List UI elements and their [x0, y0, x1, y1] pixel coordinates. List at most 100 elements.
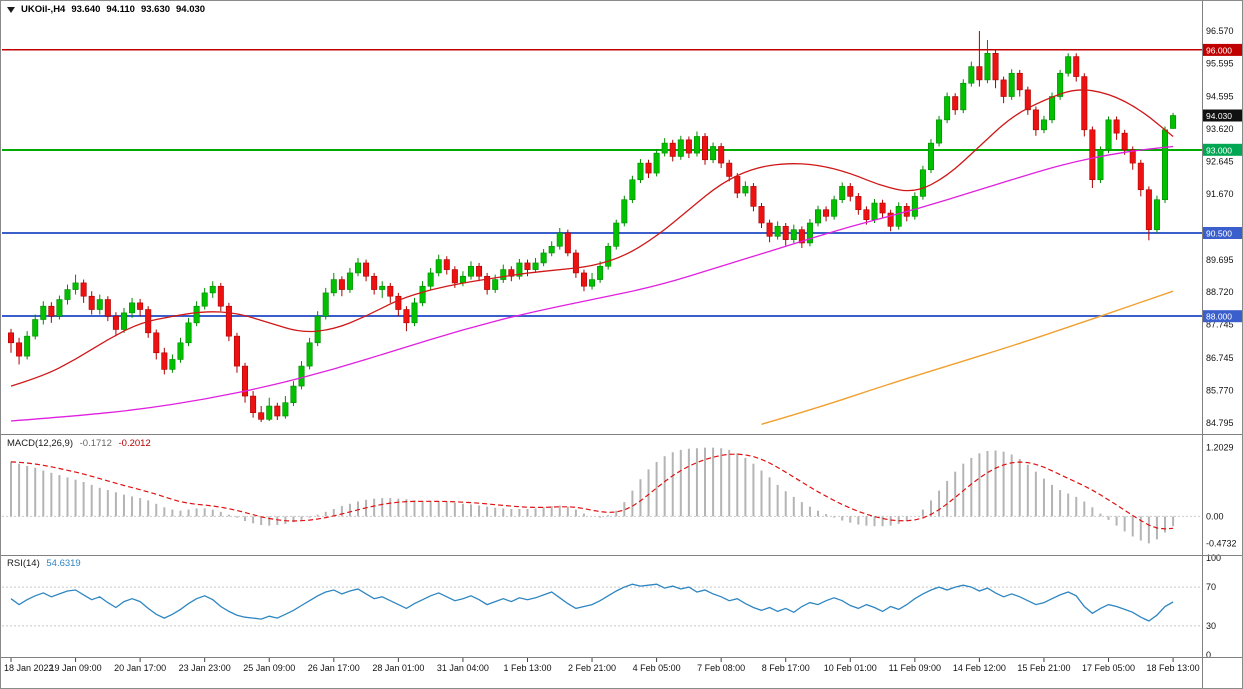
candle	[209, 281, 216, 298]
candle	[960, 79, 967, 114]
candle	[177, 337, 184, 363]
candle	[72, 274, 79, 295]
candle	[580, 269, 587, 292]
time-axis-label: 1 Feb 13:00	[503, 663, 551, 673]
candle	[395, 292, 402, 317]
candle	[1145, 186, 1152, 241]
candle	[40, 301, 47, 325]
rsi-line	[10, 583, 1174, 622]
candle	[1089, 126, 1096, 189]
rsi-tick-label: 100	[1206, 553, 1221, 563]
time-axis-label: 10 Feb 01:00	[824, 663, 877, 673]
candle	[1105, 116, 1112, 154]
candle	[355, 257, 362, 277]
candle	[968, 61, 975, 87]
candle	[774, 221, 781, 240]
candle	[484, 272, 491, 295]
candle	[371, 272, 378, 295]
candle	[250, 391, 257, 418]
candle	[379, 281, 386, 298]
price-tag-94.030: 94.030	[1203, 109, 1242, 122]
time-axis-label: 31 Jan 04:00	[437, 663, 489, 673]
price-tag-label: 93.000	[1206, 145, 1232, 155]
ma-mid-line	[10, 145, 1174, 422]
candle	[217, 282, 224, 312]
candle	[653, 149, 660, 177]
candle	[895, 202, 902, 230]
candle	[1065, 53, 1072, 77]
candle	[806, 219, 813, 247]
candle	[306, 337, 313, 370]
candle	[1081, 73, 1088, 137]
price-tick-label: 85.770	[1206, 385, 1234, 395]
candle	[742, 181, 749, 197]
candle	[516, 258, 523, 280]
price-tick-label: 96.570	[1206, 26, 1234, 36]
rsi-tick-label: 70	[1206, 582, 1216, 592]
candle	[274, 402, 281, 421]
price-tag-label: 96.000	[1206, 45, 1232, 55]
candle	[16, 337, 23, 365]
macd-tick-label: 0.00	[1206, 511, 1224, 521]
candle	[322, 287, 329, 320]
candle	[790, 224, 797, 243]
candle	[314, 311, 321, 347]
price-axis-labels: 96.570 95.595 94.595 93.620 92.645 91.670 89.6…	[1203, 26, 1242, 428]
time-axis[interactable]	[1, 658, 1202, 689]
candle	[911, 192, 918, 220]
candle	[411, 297, 418, 327]
candle	[992, 49, 999, 89]
candle	[823, 206, 830, 222]
candle	[387, 282, 394, 303]
candle	[1113, 116, 1120, 140]
price-axis[interactable]	[1202, 1, 1243, 689]
price-tag-label: 90.500	[1206, 229, 1232, 239]
candle	[879, 199, 886, 219]
candle	[839, 182, 846, 204]
time-axis-label: 7 Feb 08:00	[697, 663, 745, 673]
candle	[233, 332, 240, 373]
price-tick-label: 93.620	[1206, 124, 1234, 134]
candle	[814, 205, 821, 227]
candle	[540, 248, 547, 267]
candle	[984, 39, 991, 84]
candle	[8, 328, 15, 353]
candle	[435, 254, 442, 277]
price-tick-label: 84.795	[1206, 418, 1234, 428]
ma-slow-line	[761, 290, 1174, 425]
candle	[346, 267, 353, 293]
candle	[572, 249, 579, 278]
candle	[556, 227, 563, 250]
candle	[629, 175, 636, 204]
macd-tick-label: -0.4732	[1206, 539, 1237, 549]
candle	[193, 301, 200, 327]
candle	[976, 30, 983, 87]
time-axis-label: 17 Feb 05:00	[1082, 663, 1135, 673]
candle	[750, 183, 757, 212]
candle	[734, 173, 741, 199]
time-axis-label: 11 Feb 09:00	[889, 663, 941, 673]
rsi-tick-label: 0	[1206, 650, 1211, 660]
candle	[798, 226, 805, 248]
price-panel-canvas[interactable]	[1, 1, 1202, 434]
candle	[1000, 76, 1007, 104]
candle	[645, 159, 652, 179]
time-axis-label: 15 Feb 21:00	[1017, 663, 1070, 673]
candle	[1097, 146, 1104, 184]
candles-layer	[8, 30, 1177, 423]
candle	[467, 261, 474, 280]
candle	[137, 298, 144, 317]
candle	[363, 259, 370, 282]
price-tick-label: 95.595	[1206, 58, 1234, 68]
candle	[104, 296, 111, 322]
candle	[1073, 53, 1080, 82]
price-tick-label: 86.745	[1206, 353, 1234, 363]
candle	[1008, 69, 1015, 100]
rsi-panel-canvas[interactable]	[1, 556, 1202, 657]
macd-panel-canvas[interactable]	[1, 436, 1202, 554]
candle	[693, 131, 700, 157]
candle	[80, 279, 87, 303]
candle	[476, 262, 483, 282]
